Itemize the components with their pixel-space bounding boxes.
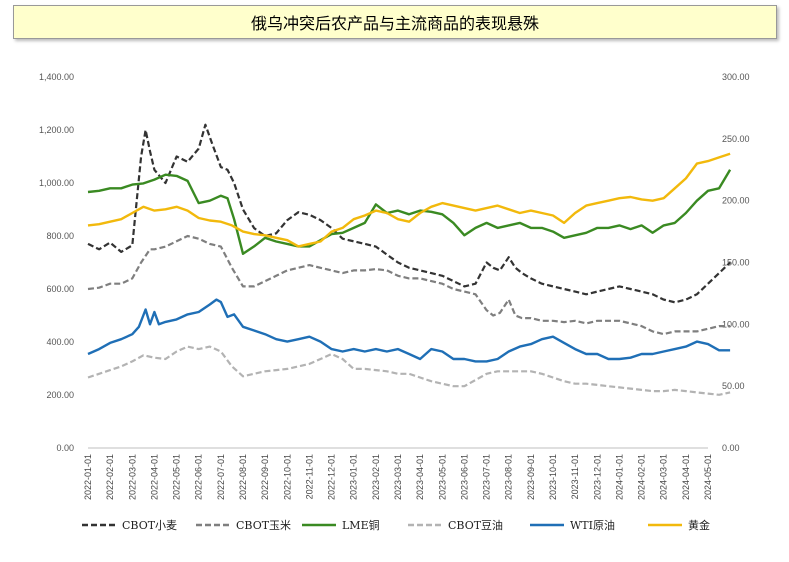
y-right-tick-label: 150.00 xyxy=(722,258,750,268)
y-right-tick-label: 100.00 xyxy=(722,319,750,329)
x-tick-label: 2022-02-01 xyxy=(105,454,115,500)
y-right-tick-label: 0.00 xyxy=(722,443,740,453)
y-axis-left: 0.00 200.00 400.00 600.00 800.00 1,000.00 1,20… xyxy=(39,72,74,453)
x-tick-label: 2022-06-01 xyxy=(194,454,204,500)
x-tick-label: 2023-03-01 xyxy=(393,454,403,500)
x-tick-label: 2024-04-01 xyxy=(681,454,691,500)
y-right-tick-label: 200.00 xyxy=(722,196,750,206)
x-tick-label: 2022-05-01 xyxy=(172,454,182,500)
x-tick-label: 2022-07-01 xyxy=(216,454,226,500)
legend-label: CBOT豆油 xyxy=(448,518,503,532)
x-tick-label: 2023-08-01 xyxy=(504,454,514,500)
y-left-tick-label: 1,400.00 xyxy=(39,72,74,82)
series-line-黄金 xyxy=(87,152,731,248)
series-line-LME铜 xyxy=(87,169,732,255)
x-tick-label: 2023-12-01 xyxy=(592,454,602,500)
x-tick-label: 2024-02-01 xyxy=(637,454,647,500)
x-tick-label: 2022-09-01 xyxy=(260,454,270,500)
y-left-tick-label: 800.00 xyxy=(46,231,74,241)
x-tick-label: 2023-04-01 xyxy=(415,454,425,500)
y-left-tick-label: 1,200.00 xyxy=(39,125,74,135)
y-right-tick-label: 50.00 xyxy=(722,381,745,391)
x-tick-label: 2023-06-01 xyxy=(459,454,469,500)
y-axis-right: 0.00 50.00 100.00 150.00 200.00 250.00 300.00 xyxy=(722,72,750,453)
legend: CBOT小麦 CBOT玉米 LME铜 CBOT豆油 WTI原油 黄金 xyxy=(82,518,710,532)
y-left-tick-label: 200.00 xyxy=(46,390,74,400)
x-tick-label: 2023-10-01 xyxy=(548,454,558,500)
x-tick-label: 2023-11-01 xyxy=(570,454,580,499)
y-left-tick-label: 0.00 xyxy=(56,443,74,453)
legend-label: WTI原油 xyxy=(570,518,615,532)
y-left-tick-label: 600.00 xyxy=(46,284,74,294)
x-tick-label: 2022-04-01 xyxy=(149,454,159,500)
x-tick-label: 2022-10-01 xyxy=(282,454,292,500)
x-tick-label: 2022-08-01 xyxy=(238,454,248,500)
x-tick-label: 2022-03-01 xyxy=(127,454,137,500)
series-line-CBOT豆油 xyxy=(87,345,731,396)
x-tick-label: 2023-02-01 xyxy=(371,454,381,500)
chart-title: 俄乌冲突后农产品与主流商品的表现悬殊 xyxy=(13,5,777,39)
legend-label: CBOT小麦 xyxy=(122,519,177,532)
legend-label: 黄金 xyxy=(688,518,710,532)
series-line-CBOT小麦 xyxy=(87,123,731,304)
series-line-WTI原油 xyxy=(87,298,731,363)
x-tick-label: 2023-05-01 xyxy=(437,454,447,500)
x-tick-label: 2023-07-01 xyxy=(482,454,492,500)
y-right-tick-label: 300.00 xyxy=(722,72,750,82)
x-tick-label: 2023-09-01 xyxy=(526,454,536,500)
x-axis: 2022-01-01 2022-02-01 2022-03-01 2022-04-01… xyxy=(83,454,713,500)
y-left-tick-label: 1,000.00 xyxy=(39,178,74,188)
x-tick-label: 2024-03-01 xyxy=(659,454,669,500)
y-left-tick-label: 400.00 xyxy=(46,337,74,347)
plot-area xyxy=(87,123,732,396)
x-tick-label: 2024-05-01 xyxy=(703,454,713,500)
legend-label: CBOT玉米 xyxy=(236,519,291,532)
y-right-tick-label: 250.00 xyxy=(722,134,750,144)
x-tick-label: 2022-01-01 xyxy=(83,454,93,500)
series-line-CBOT玉米 xyxy=(87,234,731,336)
x-tick-label: 2023-01-01 xyxy=(349,454,359,500)
legend-label: LME铜 xyxy=(342,518,380,532)
x-tick-label: 2022-12-01 xyxy=(327,454,337,500)
x-tick-label: 2022-11-01 xyxy=(304,454,314,499)
x-tick-label: 2024-01-01 xyxy=(614,454,624,500)
